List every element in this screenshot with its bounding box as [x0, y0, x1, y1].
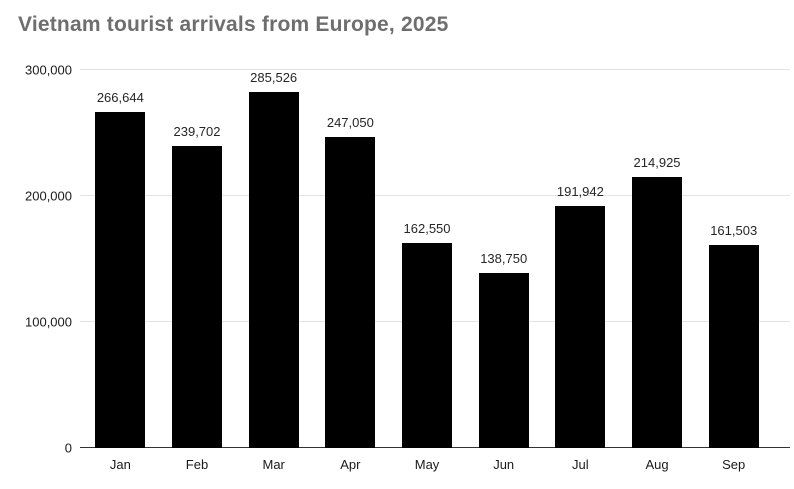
- bar: [708, 244, 759, 448]
- bar-group: 214,925: [619, 70, 696, 448]
- bar-value-label: 214,925: [633, 155, 681, 171]
- bar-group: 191,942: [542, 70, 619, 448]
- gridline: [80, 195, 790, 196]
- bar-value-label: 191,942: [556, 184, 604, 200]
- x-tick-label: Sep: [722, 457, 746, 472]
- x-tick-label: Aug: [645, 457, 669, 472]
- x-tick-label: Jun: [493, 457, 515, 472]
- bar: [172, 145, 222, 448]
- bar: [632, 177, 683, 448]
- bar: [248, 92, 299, 448]
- y-tick-label: 100,000: [25, 314, 72, 330]
- bar: [325, 136, 376, 448]
- gridline: [80, 69, 790, 70]
- bar-group: 247,050: [312, 70, 389, 448]
- bar: [555, 206, 606, 448]
- bar: [402, 243, 453, 448]
- bar-value-label: 266,644: [96, 90, 144, 106]
- y-tick-label: 200,000: [25, 188, 72, 204]
- bar-group: 239,702: [159, 70, 236, 448]
- bar-group: 161,503: [695, 70, 772, 448]
- bar-group: 138,750: [465, 70, 542, 448]
- x-tick-label: Jul: [572, 457, 589, 472]
- plot-area: 266,644 239,702 285,526 247,050 162,550 138,7…: [80, 69, 790, 448]
- y-tick-label: 300,000: [25, 62, 72, 78]
- bar-value-label: 161,503: [710, 222, 758, 238]
- x-tick-label: May: [414, 457, 440, 472]
- bar: [478, 273, 529, 448]
- x-tick-label: Mar: [262, 457, 285, 472]
- bar-group: 285,526: [235, 70, 312, 448]
- bars-container: 266,644 239,702 285,526 247,050 162,550 138,7…: [82, 70, 772, 448]
- x-tick-label: Apr: [340, 457, 361, 472]
- bar-group: 162,550: [389, 70, 466, 448]
- bar-value-label: 247,050: [326, 114, 374, 130]
- x-tick-label: Jan: [109, 457, 131, 472]
- bar-value-label: 138,750: [480, 251, 528, 267]
- bar: [95, 112, 146, 448]
- bar-group: 266,644: [82, 70, 159, 448]
- y-axis: 0 100,000 200,000 300,000: [0, 63, 72, 456]
- y-tick-label: 0: [64, 440, 72, 456]
- bar-value-label: 162,550: [403, 221, 451, 237]
- x-axis: Jan Feb Mar Apr May Jun Jul Aug Sep: [82, 457, 772, 472]
- bar-value-label: 239,702: [173, 123, 221, 139]
- x-tick-label: Feb: [185, 457, 209, 472]
- bar-value-label: 285,526: [250, 70, 298, 85]
- chart-title: Vietnam tourist arrivals from Europe, 20…: [18, 13, 449, 36]
